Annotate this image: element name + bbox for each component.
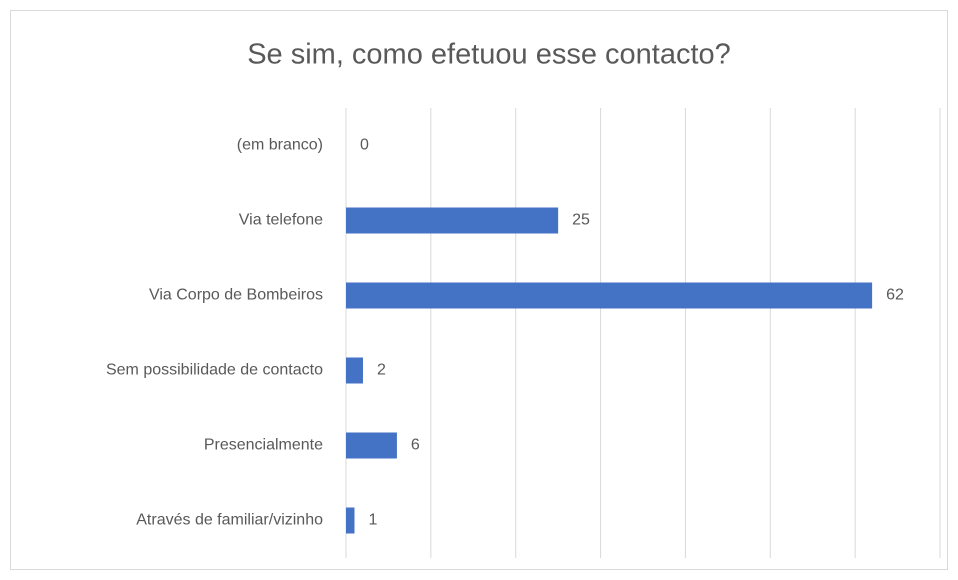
- data-label: 2: [377, 362, 386, 379]
- y-tick-label: Via Corpo de Bombeiros: [149, 287, 323, 304]
- data-label: 6: [411, 437, 420, 454]
- y-tick-label: Através de familiar/vizinho: [136, 512, 323, 529]
- y-tick-label: Via telefone: [239, 212, 323, 229]
- bar: [346, 357, 363, 384]
- bar: [346, 282, 873, 309]
- bar: [346, 507, 355, 534]
- bar: [346, 207, 559, 234]
- data-label: 25: [572, 212, 590, 229]
- chart-title: Se sim, como efetuou esse contacto?: [247, 39, 731, 71]
- y-tick-label: Sem possibilidade de contacto: [106, 362, 323, 379]
- data-label: 0: [360, 137, 369, 154]
- y-tick-label: Presencialmente: [204, 437, 323, 454]
- data-label: 1: [368, 512, 377, 529]
- data-label: 62: [886, 287, 904, 304]
- bar: [346, 432, 397, 459]
- y-tick-label: (em branco): [237, 137, 323, 154]
